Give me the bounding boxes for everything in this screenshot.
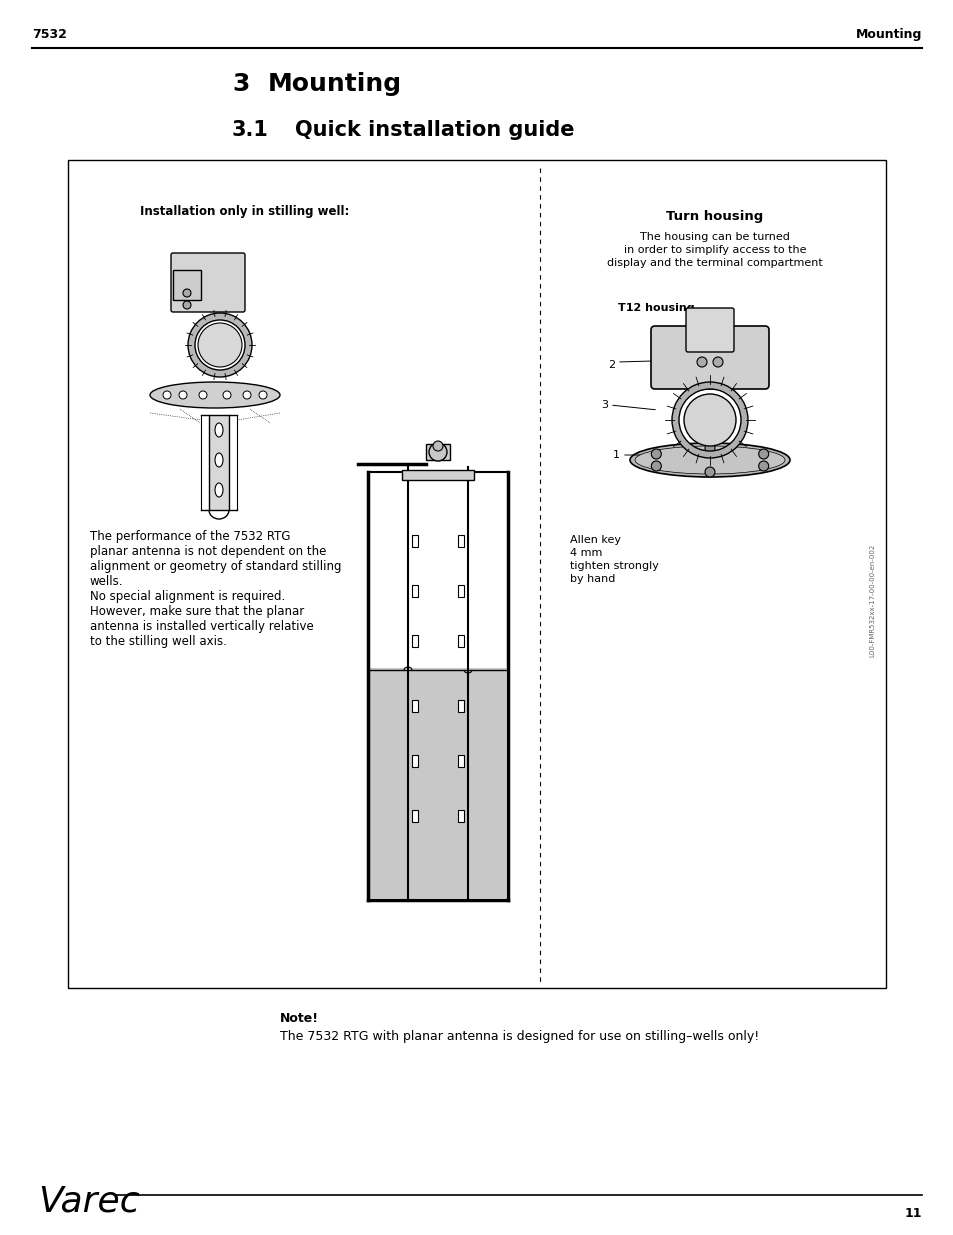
Circle shape: [163, 391, 171, 399]
Text: 4 mm: 4 mm: [569, 548, 601, 558]
Circle shape: [704, 443, 714, 453]
Text: 3.1: 3.1: [232, 120, 269, 140]
Circle shape: [651, 450, 660, 459]
Bar: [412, 700, 417, 713]
Ellipse shape: [150, 382, 280, 408]
Text: Mounting: Mounting: [268, 72, 402, 96]
Text: antenna is installed vertically relative: antenna is installed vertically relative: [90, 620, 314, 634]
Text: 1: 1: [613, 450, 619, 459]
Circle shape: [429, 443, 447, 461]
Text: Turn housing: Turn housing: [666, 210, 762, 224]
Bar: [457, 810, 463, 823]
Bar: [457, 700, 463, 713]
Bar: [412, 635, 417, 647]
Text: Note!: Note!: [280, 1011, 318, 1025]
Text: Quick installation guide: Quick installation guide: [294, 120, 574, 140]
Circle shape: [199, 391, 207, 399]
Text: However, make sure that the planar: However, make sure that the planar: [90, 605, 304, 618]
Bar: [370, 668, 505, 898]
Text: The housing can be turned: The housing can be turned: [639, 232, 789, 242]
Circle shape: [433, 441, 442, 451]
Bar: [412, 535, 417, 547]
Bar: [698, 420, 721, 440]
Bar: [457, 585, 463, 597]
Text: L00-FMR532xx-17-00-00-en-002: L00-FMR532xx-17-00-00-en-002: [868, 543, 874, 657]
Circle shape: [198, 324, 242, 367]
Text: The 7532 RTG with planar antenna is designed for use on stilling–wells only!: The 7532 RTG with planar antenna is desi…: [280, 1030, 759, 1044]
Circle shape: [258, 391, 267, 399]
Bar: [412, 585, 417, 597]
Bar: [457, 535, 463, 547]
Text: The performance of the 7532 RTG: The performance of the 7532 RTG: [90, 530, 291, 543]
Circle shape: [183, 301, 191, 309]
Text: Varec: Varec: [38, 1186, 139, 1219]
FancyBboxPatch shape: [171, 253, 245, 312]
Text: Allen key: Allen key: [569, 535, 620, 545]
Bar: [412, 810, 417, 823]
Text: 3: 3: [232, 72, 249, 96]
Text: 2: 2: [607, 359, 615, 370]
Circle shape: [697, 357, 706, 367]
Text: to the stilling well axis.: to the stilling well axis.: [90, 635, 227, 648]
Circle shape: [183, 289, 191, 296]
Circle shape: [712, 357, 722, 367]
Text: 11: 11: [903, 1207, 921, 1220]
Text: wells.: wells.: [90, 576, 123, 588]
Ellipse shape: [214, 453, 223, 467]
Ellipse shape: [214, 424, 223, 437]
Text: display and the terminal compartment: display and the terminal compartment: [606, 258, 822, 268]
Bar: [401, 471, 474, 480]
Circle shape: [223, 391, 231, 399]
Text: T12 housing: T12 housing: [618, 303, 694, 312]
Ellipse shape: [214, 483, 223, 496]
FancyBboxPatch shape: [685, 308, 733, 352]
Bar: [457, 635, 463, 647]
Circle shape: [179, 391, 187, 399]
Circle shape: [651, 461, 660, 471]
Text: 3: 3: [600, 400, 607, 410]
Text: Installation only in stilling well:: Installation only in stilling well:: [140, 205, 349, 219]
Bar: [412, 755, 417, 767]
Ellipse shape: [635, 446, 784, 474]
Bar: [209, 415, 229, 510]
Text: tighten strongly: tighten strongly: [569, 561, 659, 571]
Bar: [172, 270, 201, 300]
Bar: [426, 445, 450, 459]
Text: alignment or geometry of standard stilling: alignment or geometry of standard stilli…: [90, 559, 341, 573]
Text: 7532: 7532: [32, 28, 67, 41]
Circle shape: [683, 394, 735, 446]
Text: in order to simplify access to the: in order to simplify access to the: [623, 245, 805, 254]
Bar: [457, 755, 463, 767]
Text: planar antenna is not dependent on the: planar antenna is not dependent on the: [90, 545, 326, 558]
FancyBboxPatch shape: [650, 326, 768, 389]
Text: No special alignment is required.: No special alignment is required.: [90, 590, 285, 603]
Circle shape: [758, 461, 768, 471]
Bar: [68, 161, 885, 988]
Text: by hand: by hand: [569, 574, 615, 584]
Circle shape: [704, 467, 714, 477]
Text: Mounting: Mounting: [855, 28, 921, 41]
Ellipse shape: [629, 443, 789, 477]
Circle shape: [243, 391, 251, 399]
Circle shape: [758, 450, 768, 459]
